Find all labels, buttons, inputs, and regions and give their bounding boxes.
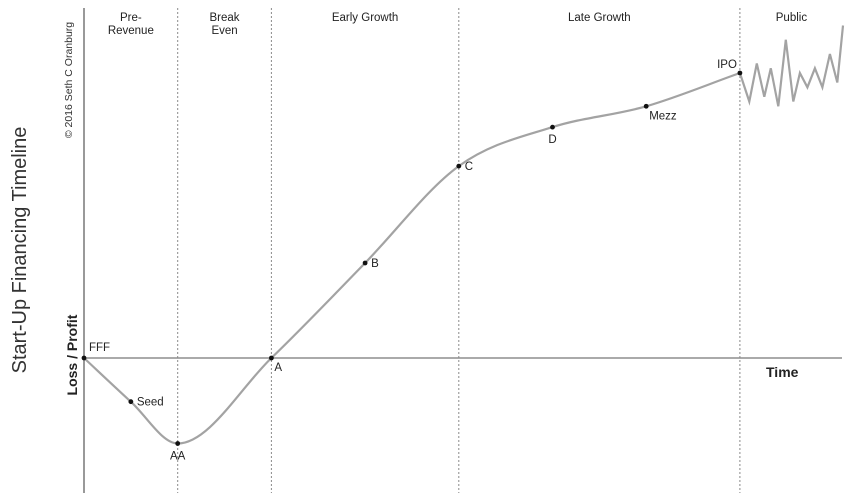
public-trading-line — [738, 25, 845, 107]
growth-curve — [83, 71, 741, 445]
phase-label: Late Growth — [568, 12, 631, 24]
milestone-point — [456, 163, 462, 169]
y-axis-label: Loss / Profit — [64, 314, 80, 395]
milestone-label: FFF — [89, 342, 110, 354]
milestone-point — [550, 124, 555, 130]
milestone-point — [737, 70, 743, 76]
milestone-point — [269, 355, 274, 361]
milestone-point — [81, 355, 87, 361]
milestone-point — [643, 103, 649, 109]
milestone-point — [175, 441, 181, 446]
copyright-note: © 2016 Seth C Oranburg — [63, 22, 75, 138]
milestone-label: C — [465, 161, 473, 173]
phase-label: Early Growth — [332, 12, 398, 24]
milestone-label: Mezz — [649, 110, 677, 122]
phase-label: Pre- — [120, 12, 142, 24]
phase-label: Revenue — [108, 25, 154, 37]
chart-title: Start-Up Financing Timeline — [9, 127, 31, 374]
milestone-label: Seed — [137, 397, 164, 409]
milestone-label: D — [548, 134, 556, 146]
milestone-label: A — [274, 362, 282, 374]
phase-label: Public — [776, 12, 808, 24]
milestone-label: IPO — [717, 59, 737, 71]
milestone-label: AA — [170, 451, 186, 463]
milestone-point — [362, 260, 368, 266]
milestone-point — [128, 399, 134, 405]
phase-label: Even — [211, 25, 237, 37]
phase-label: Break — [210, 12, 240, 24]
milestone-label: B — [371, 258, 379, 270]
x-axis-label: Time — [766, 364, 799, 380]
